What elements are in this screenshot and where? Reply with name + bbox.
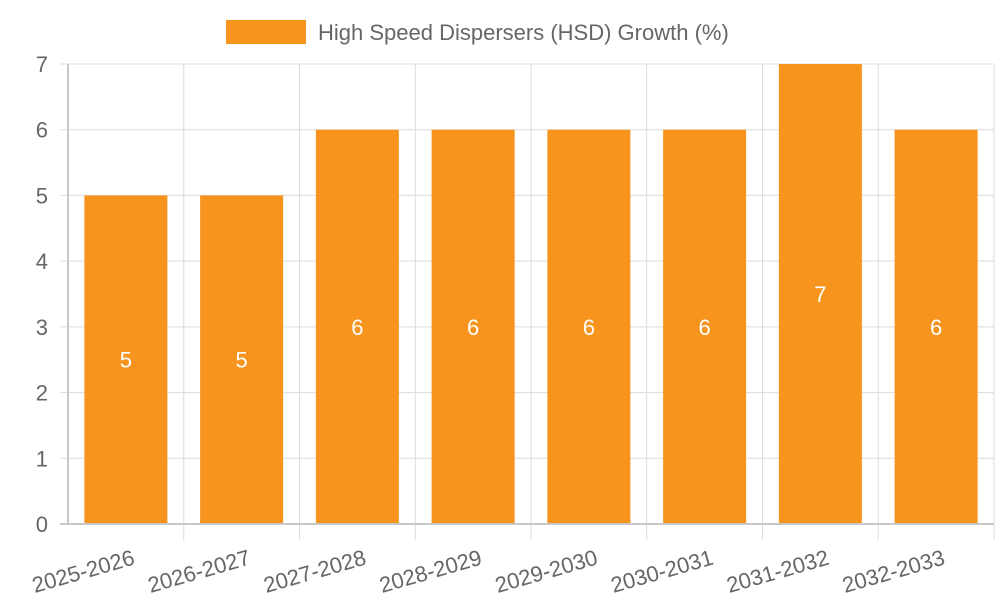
x-tick-label: 2026-2027 xyxy=(145,545,253,598)
y-tick-label: 1 xyxy=(36,446,48,471)
bar[interactable] xyxy=(315,129,399,524)
data-label: 6 xyxy=(930,315,942,340)
data-label: 5 xyxy=(236,348,248,373)
y-axis-ticks: 0 1 2 3 4 5 6 7 xyxy=(36,52,48,537)
x-tick-label: 2032-2033 xyxy=(839,545,947,598)
bar[interactable] xyxy=(547,129,631,524)
y-tick-label: 7 xyxy=(36,52,48,77)
x-tick-label: 2025-2026 xyxy=(29,545,137,598)
x-axis-ticks: 2025-2026 2026-2027 2027-2028 2028-2029 2029… xyxy=(29,545,947,598)
y-tick-label: 3 xyxy=(36,315,48,340)
bar[interactable] xyxy=(778,64,862,524)
data-label: 6 xyxy=(699,315,711,340)
data-label: 6 xyxy=(351,315,363,340)
y-tick-label: 2 xyxy=(36,381,48,406)
x-tick-label: 2030-2031 xyxy=(608,545,716,598)
data-label: 6 xyxy=(467,315,479,340)
bar[interactable] xyxy=(663,129,747,524)
data-label: 7 xyxy=(814,282,826,307)
y-tick-label: 5 xyxy=(36,183,48,208)
data-label: 5 xyxy=(120,348,132,373)
bar[interactable] xyxy=(431,129,515,524)
bar[interactable] xyxy=(84,195,168,524)
y-tick-label: 6 xyxy=(36,118,48,143)
axes xyxy=(60,64,994,525)
legend-label: High Speed Dispersers (HSD) Growth (%) xyxy=(318,20,729,45)
bar[interactable] xyxy=(894,129,978,524)
x-tick-label: 2031-2032 xyxy=(724,545,832,598)
x-tick-label: 2029-2030 xyxy=(492,545,600,598)
bars xyxy=(84,64,978,524)
x-tick-label: 2027-2028 xyxy=(261,545,369,598)
legend-swatch xyxy=(226,20,306,44)
y-tick-label: 0 xyxy=(36,512,48,537)
legend[interactable]: High Speed Dispersers (HSD) Growth (%) xyxy=(226,20,729,45)
data-labels: 5 5 6 6 6 6 7 6 xyxy=(120,282,943,373)
bar[interactable] xyxy=(200,195,284,524)
data-label: 6 xyxy=(583,315,595,340)
y-tick-label: 4 xyxy=(36,249,48,274)
x-tick-label: 2028-2029 xyxy=(376,545,484,598)
